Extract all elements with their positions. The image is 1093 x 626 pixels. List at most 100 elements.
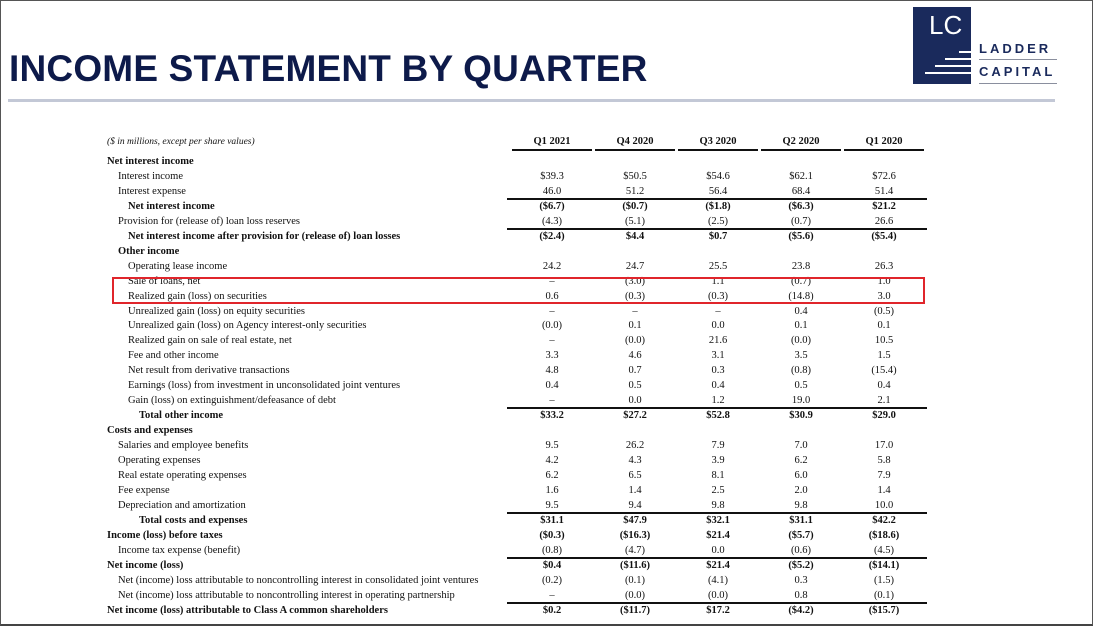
table-row: Net interest income after provision for … bbox=[107, 229, 937, 244]
cell-value: ($6.3) bbox=[788, 200, 814, 212]
row-label: Fee and other income bbox=[128, 350, 219, 362]
cell-value: $39.3 bbox=[540, 170, 564, 182]
cell-value: 0.0 bbox=[628, 395, 642, 407]
cell-value: ($1.8) bbox=[705, 200, 731, 212]
cell-value: 3.5 bbox=[794, 350, 808, 362]
table-row: Income tax expense (benefit) (0.8) (4.7) 0.… bbox=[107, 543, 937, 558]
cell-value: $32.1 bbox=[706, 514, 730, 526]
cell-value: $27.2 bbox=[623, 410, 647, 422]
total-rule bbox=[507, 227, 927, 230]
table-row: Operating expenses 4.2 4.3 3.9 6.2 5.8 bbox=[107, 453, 937, 468]
cell-value: (0.6) bbox=[790, 544, 812, 556]
cell-value: 0.6 bbox=[545, 290, 559, 302]
cell-value: ($11.6) bbox=[619, 559, 651, 571]
cell-value: 0.4 bbox=[794, 305, 808, 317]
cell-value: 2.1 bbox=[877, 395, 891, 407]
row-label: Net (income) loss attributable to noncon… bbox=[118, 574, 479, 586]
cell-value: ($11.7) bbox=[619, 604, 651, 616]
logo-ladder-bar bbox=[925, 72, 971, 74]
cell-value: 0.4 bbox=[545, 380, 559, 392]
cell-value: 0.0 bbox=[711, 320, 725, 332]
row-label: Realized gain on sale of real estate, ne… bbox=[128, 335, 292, 347]
cell-value: $47.9 bbox=[623, 514, 647, 526]
cell-value: $0.2 bbox=[542, 604, 562, 616]
cell-value: ($6.7) bbox=[539, 200, 565, 212]
cell-value: 26.3 bbox=[874, 260, 894, 272]
cell-value: 3.1 bbox=[711, 350, 725, 362]
cell-value: (0.1) bbox=[624, 574, 646, 586]
cell-value: 51.2 bbox=[625, 185, 645, 197]
logo-word-capital: CAPITAL bbox=[979, 64, 1056, 79]
cell-value: (4.1) bbox=[707, 574, 729, 586]
cell-value: 51.4 bbox=[874, 185, 894, 197]
units-note: ($ in millions, except per share values) bbox=[107, 137, 255, 147]
column-header: Q1 2020 bbox=[844, 135, 924, 151]
cell-value: $0.7 bbox=[708, 230, 728, 242]
total-rule bbox=[507, 556, 927, 559]
table-row: Net result from derivative transactions 4… bbox=[107, 363, 937, 378]
table-row: Fee and other income 3.3 4.6 3.1 3.5 1.5 bbox=[107, 348, 937, 363]
cell-value: (0.8) bbox=[790, 365, 812, 377]
row-label: Operating expenses bbox=[118, 455, 201, 466]
total-rule bbox=[507, 511, 927, 514]
row-label: Realized gain (loss) on securities bbox=[128, 290, 267, 302]
column-header: Q1 2021 bbox=[512, 135, 592, 151]
cell-value: 5.8 bbox=[877, 455, 891, 466]
column-header: Q2 2020 bbox=[761, 135, 841, 151]
cell-value: $4.4 bbox=[625, 230, 645, 242]
cell-value: 7.0 bbox=[794, 440, 808, 452]
row-label: Salaries and employee benefits bbox=[118, 440, 249, 452]
cell-value: 3.0 bbox=[877, 290, 891, 302]
logo-ladder-bar bbox=[959, 51, 971, 53]
logo-divider bbox=[979, 83, 1057, 84]
cell-value: (2.5) bbox=[707, 215, 729, 227]
logo-mark: LC bbox=[913, 7, 971, 84]
cell-value: 68.4 bbox=[791, 185, 811, 197]
row-label: Operating lease income bbox=[128, 260, 228, 272]
table-row: Gain (loss) on extinguishment/defeasance… bbox=[107, 393, 937, 408]
cell-value: $29.0 bbox=[872, 410, 896, 422]
cell-value: (0.0) bbox=[624, 589, 646, 601]
cell-value: $17.2 bbox=[706, 604, 730, 616]
table-row: Net income (loss) attributable to Class … bbox=[107, 603, 937, 618]
cell-value: 24.7 bbox=[625, 260, 645, 272]
total-rule bbox=[507, 407, 927, 410]
row-label: Real estate operating expenses bbox=[118, 469, 247, 481]
row-label: Earnings (loss) from investment in uncon… bbox=[128, 380, 401, 392]
page-title: INCOME STATEMENT BY QUARTER bbox=[9, 48, 648, 89]
row-label: Net income (loss) attributable to Class … bbox=[107, 604, 388, 616]
cell-value: 9.4 bbox=[628, 499, 642, 511]
cell-value: ($5.7) bbox=[788, 529, 814, 541]
cell-value: (4.3) bbox=[541, 215, 563, 227]
table-row: Unrealized gain (loss) on Agency interes… bbox=[107, 318, 937, 333]
cell-value: 21.6 bbox=[708, 335, 728, 347]
table-row: Provision for (release of) loan loss res… bbox=[107, 214, 937, 229]
column-header: Q4 2020 bbox=[595, 135, 675, 151]
cell-value: (0.3) bbox=[707, 290, 729, 302]
cell-value: 0.1 bbox=[877, 320, 891, 332]
row-label: Net (income) loss attributable to noncon… bbox=[118, 589, 455, 601]
table-row: Unrealized gain (loss) on equity securit… bbox=[107, 304, 937, 319]
cell-value: 0.1 bbox=[794, 320, 808, 332]
row-label: Fee expense bbox=[118, 484, 170, 496]
cell-value: ($5.2) bbox=[788, 559, 814, 571]
cell-value: (14.8) bbox=[788, 290, 814, 302]
cell-value: 1.5 bbox=[877, 350, 891, 362]
table-row: Net (income) loss attributable to noncon… bbox=[107, 588, 937, 603]
row-label: Other income bbox=[118, 245, 180, 257]
table-row: Net income (loss) $0.4 ($11.6) $21.4 ($5.2) (… bbox=[107, 558, 937, 573]
table-row: Income (loss) before taxes ($0.3) ($16.3) $… bbox=[107, 528, 937, 543]
cell-value: (0.0) bbox=[790, 335, 812, 347]
cell-value: (0.0) bbox=[541, 320, 563, 332]
cell-value: (0.0) bbox=[624, 335, 646, 347]
table-row: Operating lease income 24.2 24.7 25.5 23.8 26… bbox=[107, 259, 937, 274]
cell-value: (0.7) bbox=[790, 215, 812, 227]
cell-value: 8.1 bbox=[711, 469, 725, 481]
cell-value: 25.5 bbox=[708, 260, 728, 272]
table-row: Earnings (loss) from investment in uncon… bbox=[107, 378, 937, 393]
logo-word-ladder: LADDER bbox=[979, 41, 1052, 56]
table-row: Realized gain on sale of real estate, ne… bbox=[107, 333, 937, 348]
cell-value: – bbox=[549, 305, 555, 317]
cell-value: ($0.7) bbox=[622, 200, 648, 212]
row-label: Total costs and expenses bbox=[139, 514, 248, 526]
